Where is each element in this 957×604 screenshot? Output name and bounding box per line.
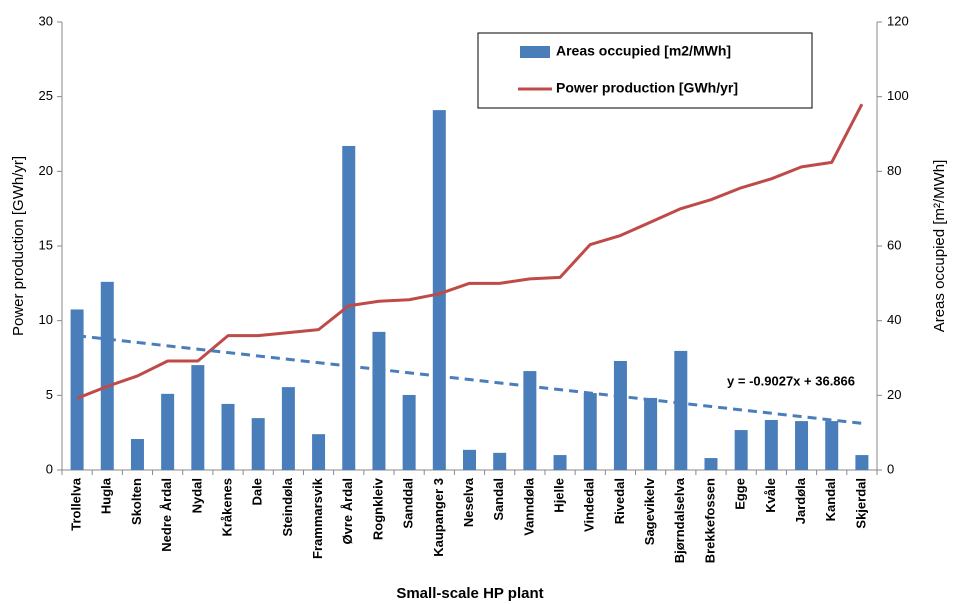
x-tick-label: Kandal — [823, 478, 838, 521]
x-axis-title: Small-scale HP plant — [396, 585, 543, 602]
bar — [402, 394, 416, 470]
bar — [825, 421, 839, 470]
legend-label: Areas occupied [m2/MWh] — [556, 43, 731, 59]
x-tick-label: Sanddal — [401, 478, 416, 529]
bar — [704, 458, 718, 470]
bar — [553, 455, 567, 470]
x-tick-label: Neselva — [461, 477, 476, 527]
trendline-label: y = -0.9027x + 36.866 — [727, 373, 855, 388]
y-tick-label: 25 — [39, 88, 53, 103]
x-tick-label: Hugla — [99, 477, 114, 514]
bar — [312, 434, 326, 470]
x-tick-label: Kvåle — [763, 478, 778, 513]
x-tick-label: Skjerdal — [853, 478, 868, 529]
x-tick-label: Vindedal — [582, 478, 597, 532]
legend-swatch — [520, 46, 550, 58]
bar — [100, 281, 114, 470]
x-tick-label: Hjelle — [551, 478, 566, 513]
x-tick-label: Nedre Årdal — [159, 478, 174, 552]
y2-tick-label: 20 — [887, 387, 901, 402]
legend-label: Power production [GWh/yr] — [556, 80, 738, 96]
bar — [493, 452, 507, 470]
x-tick-label: Steindøla — [280, 477, 295, 536]
y2-tick-label: 100 — [887, 88, 909, 103]
bar — [674, 350, 688, 470]
bar — [251, 418, 265, 470]
bar — [764, 419, 778, 470]
legend-box — [477, 32, 813, 109]
x-tick-label: Kaupanger 3 — [431, 478, 446, 557]
y2-tick-label: 120 — [887, 13, 909, 28]
y2-axis-title: Areas occupied [m²/MWh] — [931, 160, 948, 333]
trendline — [76, 334, 863, 425]
bar — [795, 421, 809, 470]
x-tick-label: Trollelva — [69, 477, 84, 531]
bar — [523, 371, 537, 470]
line — [76, 103, 864, 400]
bar — [644, 397, 658, 470]
y2-tick-label: 80 — [887, 163, 901, 178]
bar — [583, 393, 597, 470]
x-tick-label: Kråkenes — [219, 478, 234, 537]
bar — [342, 145, 356, 471]
x-tick-label: Egge — [733, 478, 748, 510]
bar — [191, 365, 205, 470]
x-tick-label: Bjørndalselva — [672, 477, 687, 563]
x-tick-label: Sandal — [491, 478, 506, 521]
y2-tick-label: 60 — [887, 237, 901, 252]
x-tick-label: Jardøla — [793, 477, 808, 524]
x-tick-label: Rognkleiv — [370, 477, 385, 540]
y-axis-title: Power production [GWh/yr] — [10, 156, 27, 336]
x-tick-label: Nydal — [189, 478, 204, 513]
x-tick-label: Sagevikelv — [642, 477, 657, 545]
y-tick-label: 15 — [39, 237, 53, 252]
y-tick-label: 0 — [46, 461, 53, 476]
bar — [161, 393, 175, 470]
y-tick-label: 30 — [39, 13, 53, 28]
bar — [70, 309, 84, 470]
x-tick-label: Brekkefossen — [702, 478, 717, 563]
bar — [281, 387, 295, 470]
bar — [372, 331, 386, 470]
bar — [130, 439, 144, 470]
bar — [463, 449, 476, 470]
bar — [855, 455, 869, 470]
x-tick-label: Øvre Årdal — [340, 478, 355, 544]
bar — [734, 430, 748, 470]
y-tick-label: 5 — [46, 387, 53, 402]
y2-tick-label: 40 — [887, 312, 901, 327]
y-tick-label: 10 — [39, 312, 53, 327]
y-tick-label: 20 — [39, 163, 53, 178]
x-tick-label: Rivedal — [612, 478, 627, 524]
x-tick-label: Vanndøla — [521, 477, 536, 536]
bar — [432, 110, 446, 471]
y2-tick-label: 0 — [887, 461, 894, 476]
bar — [613, 360, 627, 470]
x-tick-label: Frammarsvik — [310, 477, 325, 559]
bar — [221, 403, 235, 470]
x-tick-label: Skolten — [129, 478, 144, 525]
x-tick-label: Dale — [250, 478, 265, 505]
